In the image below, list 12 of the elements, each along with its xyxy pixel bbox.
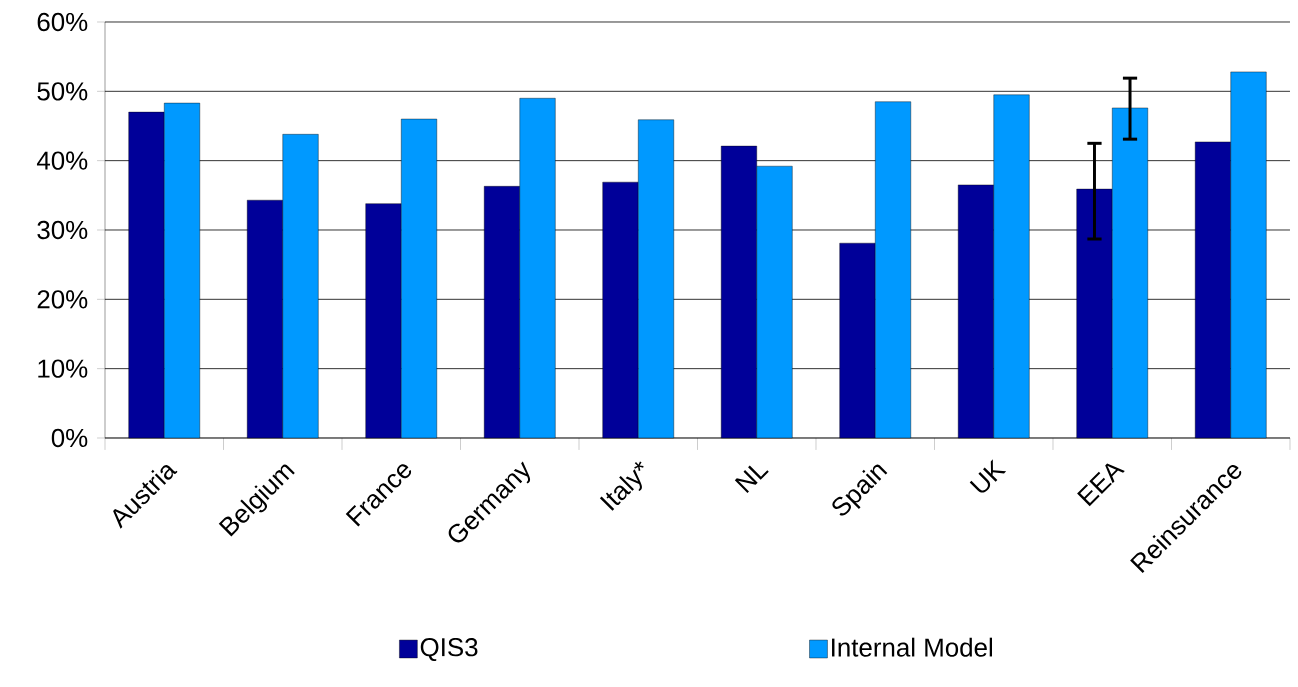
x-tick-label: UK [969,459,1007,493]
y-tick-label: 20% [37,290,88,309]
y-tick-label: 30% [37,220,88,240]
y-tick-label: 10% [38,359,88,378]
x-tick-label: NL [734,465,769,493]
y-tick-label: 50% [37,82,88,101]
y-tick-label: 60% [37,12,88,32]
x-tick-label: EEA [1077,463,1125,507]
legend-label: QIS3 [420,638,478,662]
legend-label: Internal Model [832,637,992,657]
y-tick-label: 0% [51,428,88,448]
y-tick-label: 40% [36,151,88,170]
